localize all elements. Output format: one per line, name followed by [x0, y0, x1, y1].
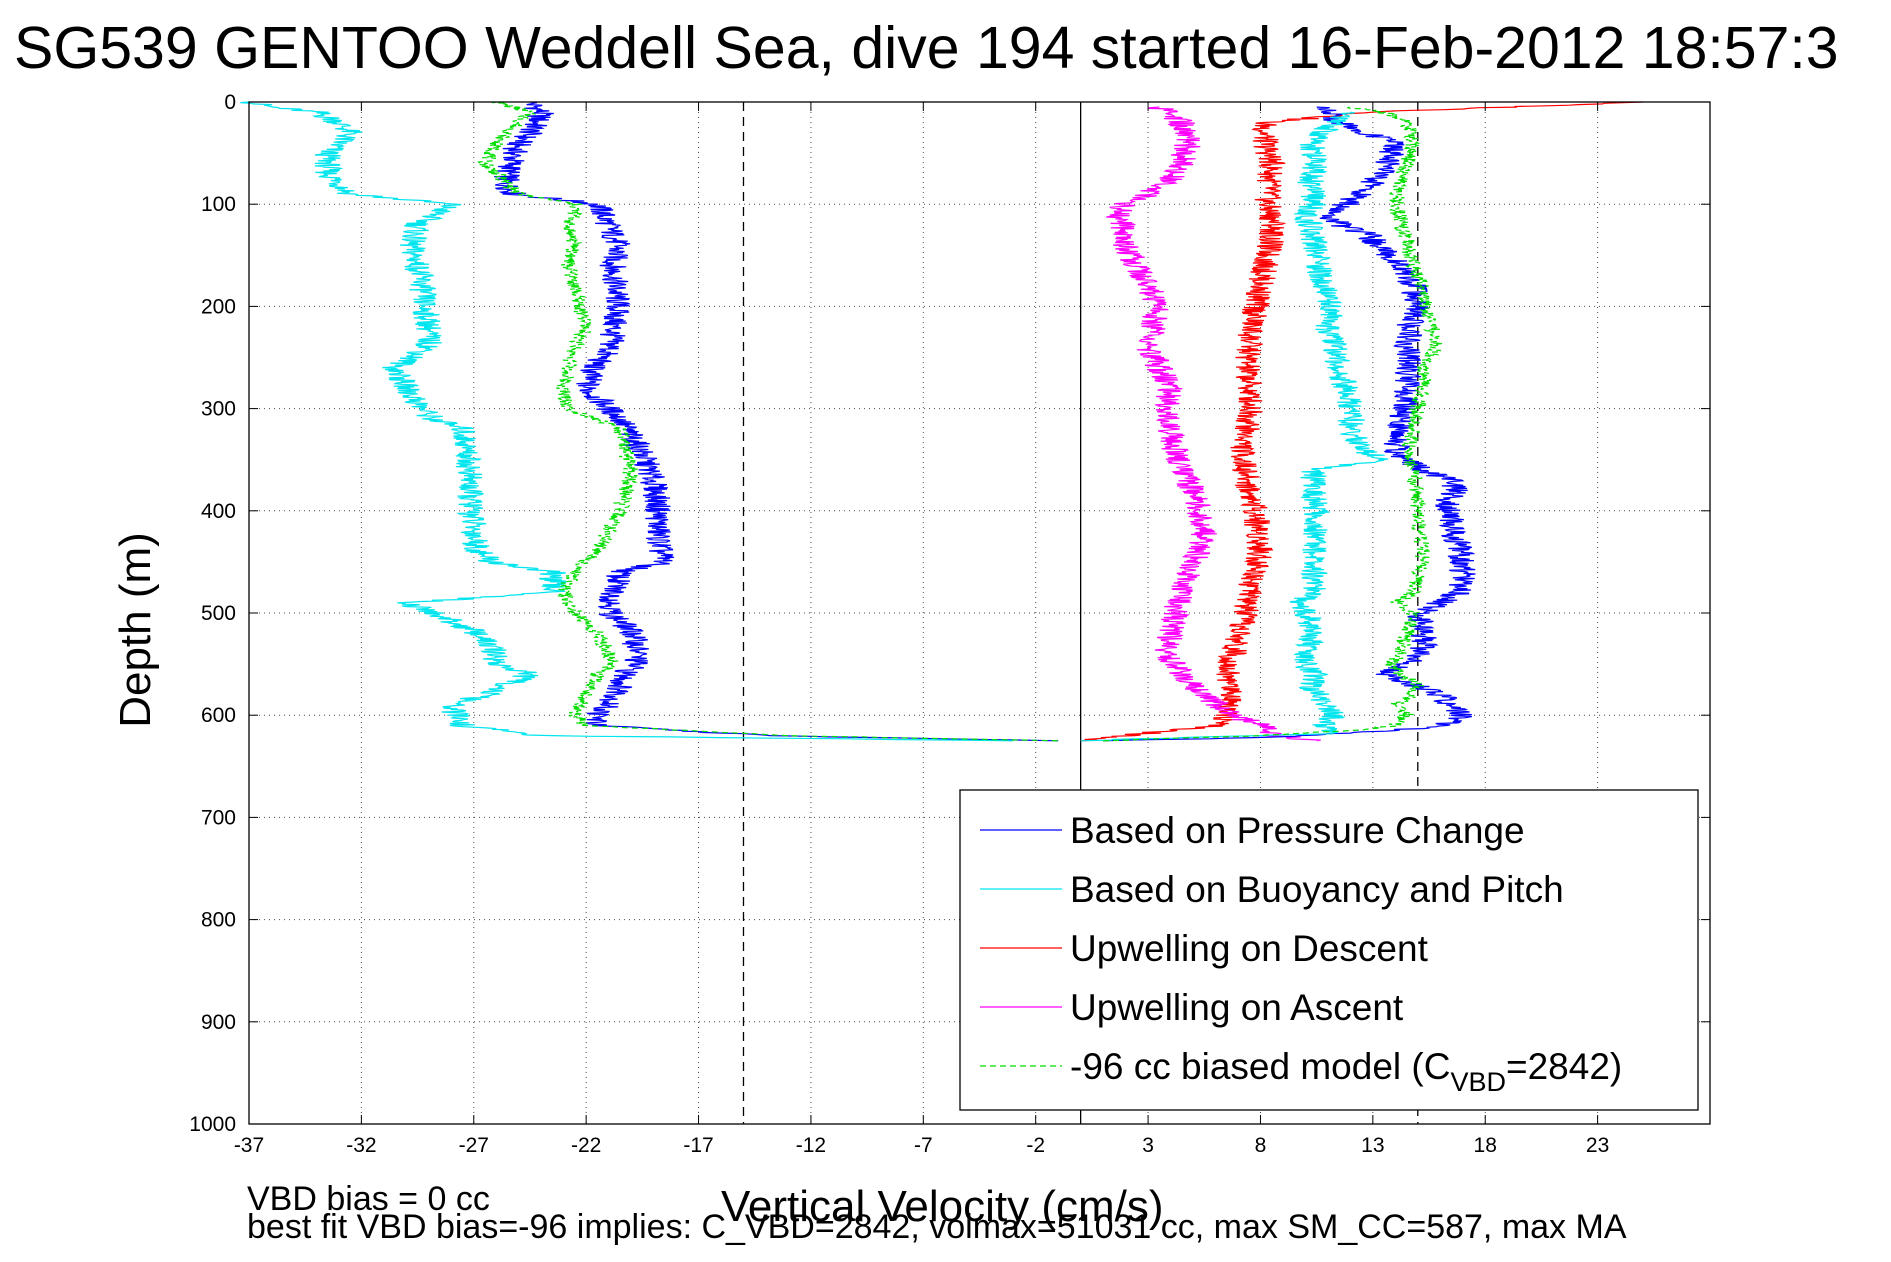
- series-line-based-on-buoyancy-and-pitch: [1080, 111, 1389, 742]
- x-tick-label: -7: [914, 1134, 933, 1157]
- legend-label: -96 cc biased model (CVBD=2842): [1070, 1046, 1622, 1097]
- y-tick-label: 600: [201, 704, 236, 727]
- legend: Based on Pressure Change Based on Buoyanc…: [959, 789, 1699, 1111]
- x-tick-label: -2: [1026, 1134, 1045, 1157]
- x-tick-label: -22: [571, 1134, 601, 1157]
- y-tick-label: 900: [201, 1011, 236, 1034]
- legend-label-tail: =2842): [1506, 1046, 1622, 1087]
- y-tick-label: 300: [201, 398, 236, 421]
- series-line-based-on-buoyancy-and-pitch: [240, 101, 1014, 742]
- x-tick-label: -12: [796, 1134, 826, 1157]
- legend-label: Upwelling on Ascent: [1070, 987, 1404, 1028]
- y-tick-label: 0: [224, 91, 236, 114]
- y-tick-label: 200: [201, 295, 236, 318]
- series-line-upwelling-on-ascent: [1106, 106, 1321, 742]
- chart-title: SG539 GENTOO Weddell Sea, dive 194 start…: [14, 15, 1839, 81]
- legend-label: Based on Pressure Change: [1070, 810, 1525, 851]
- vbd-bias-note: VBD bias = 0 cc: [247, 1180, 490, 1218]
- x-tick-label: 18: [1474, 1134, 1497, 1157]
- y-tick-label: 400: [201, 500, 236, 523]
- series-line-based-on-pressure-change: [1103, 106, 1476, 742]
- y-tick-label: 500: [201, 602, 236, 625]
- x-tick-label: 3: [1142, 1134, 1154, 1157]
- y-tick-label: 700: [201, 806, 236, 829]
- series-line-96-cc-biased-model-cvbd-2842: [1103, 106, 1443, 742]
- legend-box: [959, 789, 1699, 1111]
- y-tick-label: 100: [201, 193, 236, 216]
- series-line-96-cc-biased-model-cvbd-2842: [477, 101, 1059, 742]
- x-tick-label: -17: [683, 1134, 713, 1157]
- x-tick-label: -37: [234, 1134, 264, 1157]
- legend-label: Based on Buoyancy and Pitch: [1070, 869, 1564, 910]
- x-tick-label: 13: [1361, 1134, 1384, 1157]
- x-tick-label: -27: [459, 1134, 489, 1157]
- x-tick-label: -32: [346, 1134, 376, 1157]
- legend-label-main: -96 cc biased model (C: [1070, 1046, 1450, 1087]
- y-tick-label: 800: [201, 909, 236, 932]
- x-tick-label: 8: [1255, 1134, 1267, 1157]
- series-line-based-on-pressure-change: [494, 101, 1059, 742]
- y-tick-label: 1000: [189, 1113, 236, 1136]
- legend-label-subscript: VBD: [1450, 1067, 1506, 1097]
- best-fit-note: best fit VBD bias=-96 implies: C_VBD=284…: [247, 1208, 1627, 1246]
- series-line-upwelling-on-descent: [1080, 101, 1643, 742]
- legend-label: Upwelling on Descent: [1070, 928, 1429, 969]
- x-tick-label: 23: [1586, 1134, 1609, 1157]
- x-axis-label: Vertical Velocity (cm/s): [721, 1182, 1164, 1231]
